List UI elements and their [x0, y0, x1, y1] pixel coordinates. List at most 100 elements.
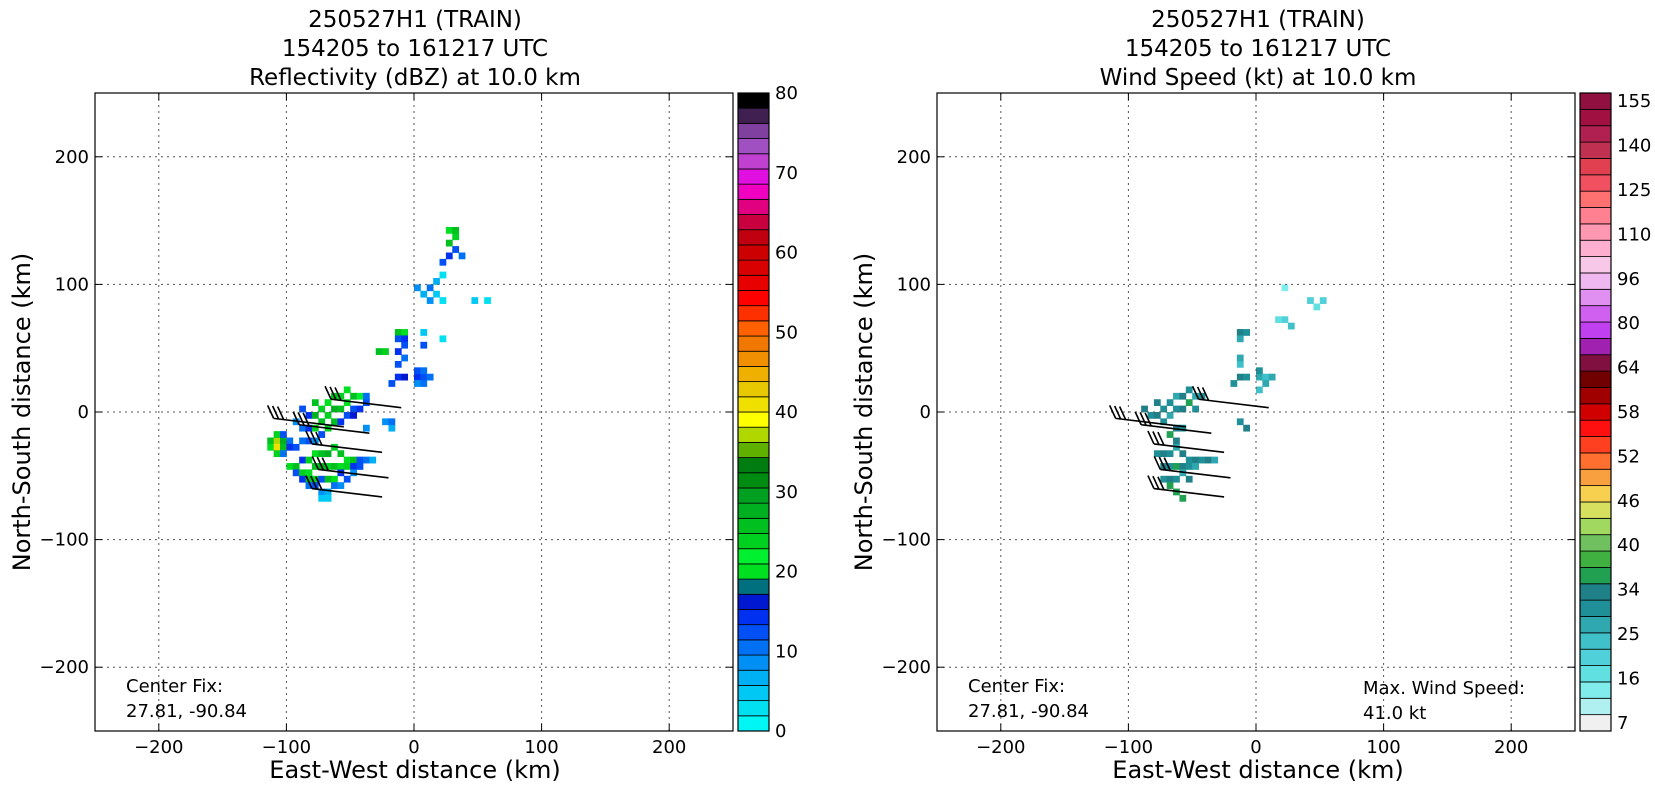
data-cell — [356, 392, 364, 400]
colorbar-tick-label: 110 — [1617, 224, 1651, 245]
colorbar-segment — [737, 700, 770, 717]
data-cell — [1185, 475, 1193, 483]
data-cell — [362, 424, 370, 432]
x-tick-label: −100 — [262, 737, 311, 758]
data-cell — [1281, 316, 1289, 324]
y-axis-label: North-South distance (km) — [850, 253, 878, 572]
y-tick-label: 0 — [78, 402, 89, 423]
colorbar-tick-label: 60 — [775, 243, 798, 264]
data-cell — [324, 399, 332, 407]
data-cell — [439, 297, 447, 304]
data-cell — [356, 405, 364, 413]
data-cell — [331, 463, 338, 470]
colorbar-segment — [737, 168, 770, 185]
data-cell — [414, 373, 421, 381]
data-cell — [343, 463, 351, 470]
colorbar-segment — [737, 153, 770, 170]
data-cell — [305, 412, 313, 419]
data-cell — [280, 450, 287, 458]
data-cell — [305, 456, 313, 464]
data-cell — [1243, 373, 1251, 381]
data-cell — [1173, 437, 1180, 445]
data-cell — [350, 456, 357, 464]
max-wind-speed-label: Max. Wind Speed: — [1363, 678, 1525, 699]
data-cell — [382, 418, 389, 426]
data-cell — [280, 443, 287, 451]
data-cell — [1179, 405, 1187, 413]
data-cell — [286, 443, 294, 451]
data-cell — [1173, 392, 1180, 400]
colorbar-segment — [737, 335, 770, 352]
data-cell — [337, 418, 345, 426]
data-cell — [305, 469, 313, 477]
plot-area: −200 −100 0 100 200 −200 −100 0 100 200 — [40, 92, 734, 758]
data-cell — [484, 297, 491, 304]
colorbar-segment — [737, 457, 770, 474]
colorbar-segment — [737, 381, 770, 398]
colorbar-segment — [737, 320, 770, 337]
data-cell — [388, 424, 396, 432]
y-tick-label: 0 — [920, 402, 931, 423]
colorbar-segment — [737, 609, 770, 626]
wind-barb — [305, 430, 383, 454]
y-tick-label: −200 — [40, 657, 89, 678]
data-cell — [324, 450, 332, 458]
data-cell — [1160, 418, 1168, 426]
colorbar-segment — [1579, 452, 1612, 470]
wind-barb — [324, 385, 402, 409]
x-tick-label: 100 — [524, 737, 558, 758]
colorbar-segment — [1579, 239, 1612, 257]
data-cell — [1185, 399, 1193, 407]
data-cells — [267, 226, 491, 502]
colorbar-segment — [737, 639, 770, 656]
data-cell — [1275, 316, 1282, 324]
data-cell — [356, 463, 364, 470]
x-tick-label: −200 — [134, 737, 183, 758]
data-cell — [343, 456, 351, 464]
data-cell — [337, 392, 345, 400]
colorbar: 0 10 20 30 40 50 60 70 80 — [737, 83, 798, 742]
data-cell — [1160, 450, 1168, 458]
wind-speed-panel: 250527H1 (TRAIN) 154205 to 161217 UTC Wi… — [850, 7, 1651, 784]
data-cell — [1256, 367, 1263, 375]
data-cell — [267, 443, 275, 451]
data-cell — [394, 335, 402, 343]
colorbar-segment — [737, 517, 770, 534]
data-cell — [394, 373, 402, 381]
data-cell — [1179, 450, 1187, 458]
data-cell — [420, 380, 428, 387]
colorbar-segment — [1579, 190, 1612, 208]
colorbar-tick-label: 70 — [775, 163, 798, 184]
colorbar-segment — [1579, 256, 1612, 274]
data-cell — [1141, 405, 1148, 413]
data-cell — [318, 431, 326, 438]
data-cell — [311, 450, 319, 458]
data-cell — [267, 437, 275, 445]
data-cell — [305, 424, 313, 432]
data-cell — [1179, 463, 1187, 470]
data-cell — [1166, 482, 1174, 489]
colorbar-segment — [1579, 517, 1612, 536]
colorbar-segment — [737, 107, 770, 124]
title-line-1: 250527H1 (TRAIN) — [1151, 7, 1365, 33]
colorbar-segment — [737, 669, 770, 686]
data-cell — [1211, 456, 1219, 464]
colorbar-segment — [737, 274, 770, 291]
data-cell — [471, 297, 479, 304]
data-cell — [311, 412, 319, 419]
data-cell — [1262, 373, 1270, 381]
data-cell — [273, 450, 281, 458]
data-cell — [420, 367, 428, 375]
colorbar-segment — [737, 593, 770, 610]
data-cell — [1236, 418, 1244, 426]
data-cell — [394, 329, 402, 336]
data-cell — [420, 373, 428, 381]
wind-barb — [311, 456, 389, 479]
data-cell — [299, 424, 306, 432]
data-cell — [299, 469, 306, 477]
data-cell — [401, 354, 409, 362]
title-line-2: 154205 to 161217 UTC — [1125, 36, 1391, 62]
colorbar-segment — [1579, 550, 1612, 568]
x-tick-label: 100 — [1366, 737, 1400, 758]
data-cell — [318, 450, 326, 458]
